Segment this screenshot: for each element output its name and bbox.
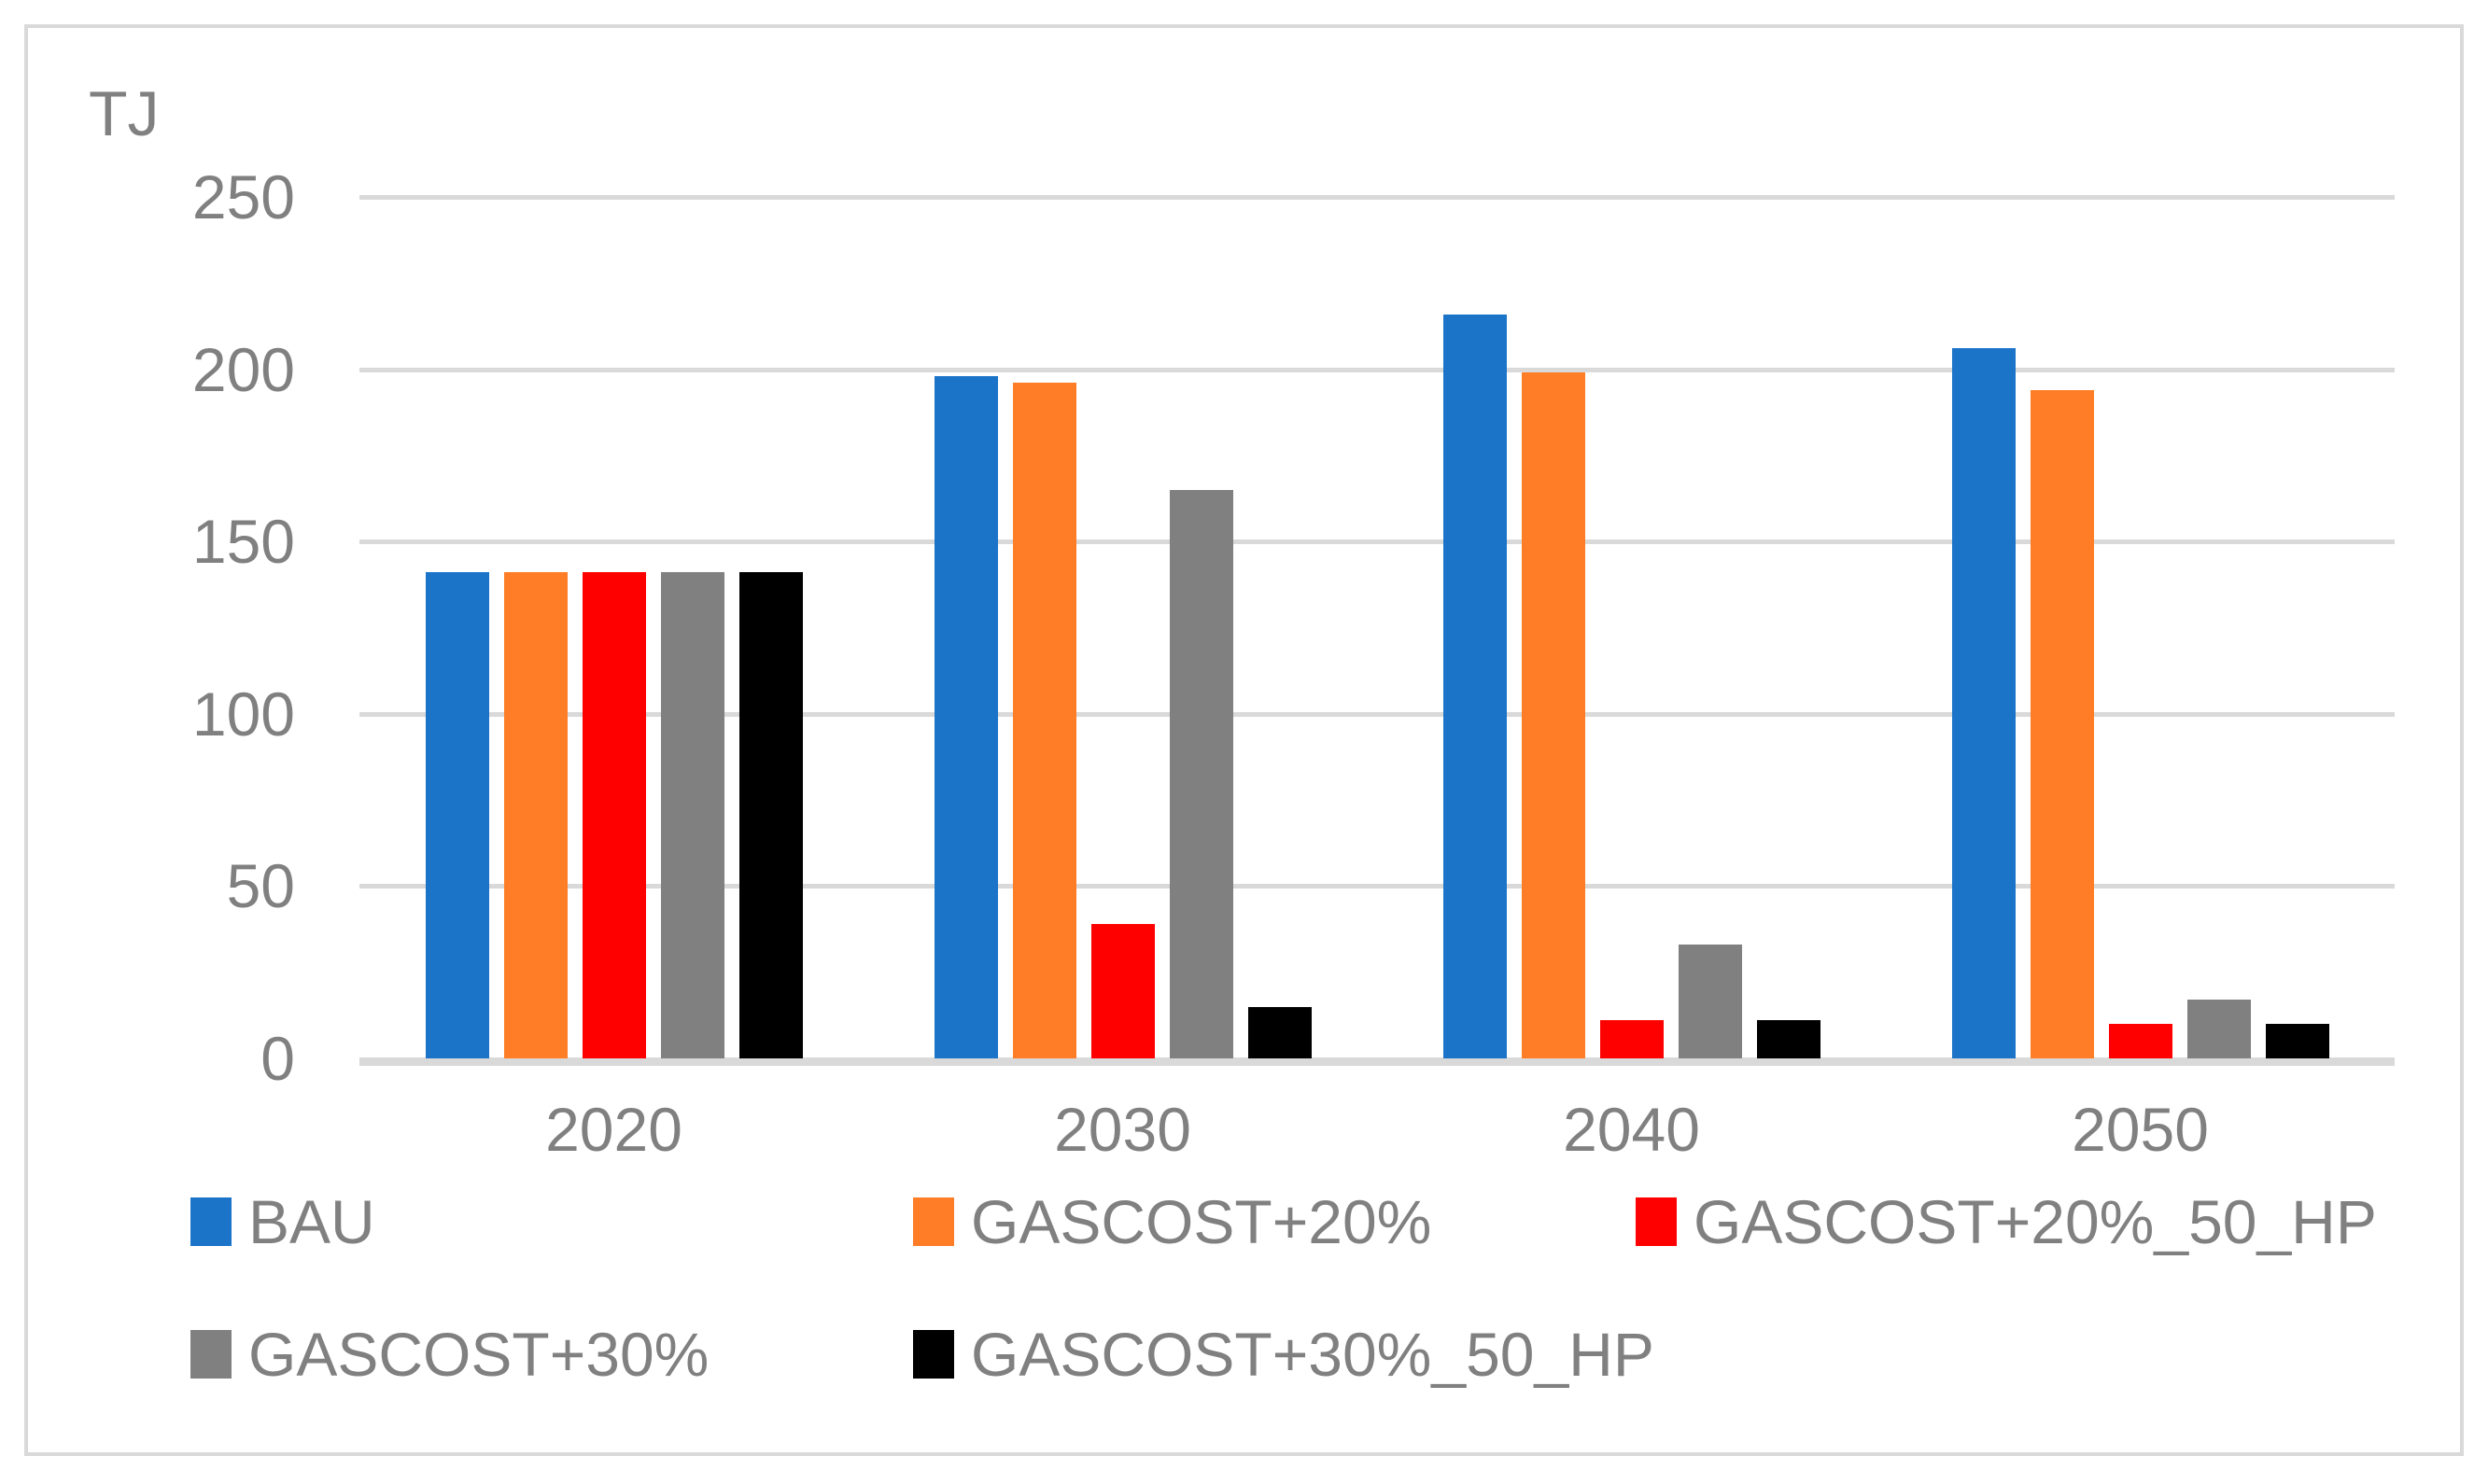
x-tick-label-2040: 2040 [1563,1095,1700,1164]
bar-GASCOST+30%_50_HP-2030 [1247,1006,1312,1058]
bar-GASCOST+20%-2040 [1521,372,1585,1058]
y-tick-label-250: 250 [191,162,295,231]
x-tick-label-2050: 2050 [2072,1095,2209,1164]
x-tick-label-2030: 2030 [1054,1095,1191,1164]
legend-label-GASCOST+20%: GASCOST+20% [971,1187,1432,1256]
legend-item-GASCOST+30%: GASCOST+30% [190,1323,709,1385]
y-tick-label-150: 150 [191,507,295,577]
legend-swatch-icon-GASCOST+20% [913,1197,954,1246]
bar-GASCOST+30%-2050 [2186,1000,2251,1058]
bar-BAU-2020 [425,572,489,1058]
gridline-50 [359,884,2395,889]
bar-GASCOST+20%_50_HP-2040 [1599,1020,1664,1058]
y-axis-unit-label: TJ [89,78,160,149]
y-tick-label-50: 50 [226,851,295,921]
legend-label-BAU: BAU [248,1187,375,1256]
legend-swatch-icon-BAU [190,1197,232,1246]
bar-GASCOST+20%_50_HP-2030 [1090,924,1155,1058]
bar-GASCOST+20%-2030 [1012,383,1076,1058]
bar-BAU-2030 [934,375,998,1058]
bar-GASCOST+30%_50_HP-2020 [738,572,803,1058]
legend-swatch-icon-GASCOST+30% [190,1330,232,1379]
legend-item-GASCOST+30%_50_HP: GASCOST+30%_50_HP [913,1323,1654,1385]
bar-BAU-2050 [1951,348,2016,1058]
bar-GASCOST+20%_50_HP-2050 [2108,1024,2172,1058]
y-tick-label-100: 100 [191,679,295,749]
bar-GASCOST+30%-2040 [1678,945,1742,1058]
bar-BAU-2040 [1442,314,1507,1058]
x-tick-label-2020: 2020 [545,1095,682,1164]
gridline-0 [359,1057,2395,1066]
bar-GASCOST+20%-2050 [2030,389,2094,1058]
y-tick-label-200: 200 [191,334,295,404]
legend-swatch-icon-GASCOST+20%_50_HP [1636,1197,1677,1246]
legend-item-BAU: BAU [190,1191,375,1253]
figure-border [24,24,2464,1456]
bar-GASCOST+20%-2020 [503,572,568,1058]
bar-GASCOST+30%_50_HP-2040 [1756,1020,1820,1058]
legend-label-GASCOST+30%: GASCOST+30% [248,1320,710,1389]
legend-item-GASCOST+20%: GASCOST+20% [913,1191,1431,1253]
gridline-200 [359,367,2395,372]
legend-label-GASCOST+20%_50_HP: GASCOST+20%_50_HP [1694,1187,2377,1256]
legend-swatch-icon-GASCOST+30%_50_HP [913,1330,954,1379]
bar-GASCOST+20%_50_HP-2020 [582,572,646,1058]
gridline-100 [359,711,2395,717]
bar-GASCOST+30%-2030 [1169,489,1233,1058]
y-tick-label-0: 0 [260,1024,295,1093]
legend-label-GASCOST+30%_50_HP: GASCOST+30%_50_HP [971,1320,1654,1389]
bar-GASCOST+30%-2020 [660,572,724,1058]
legend-item-GASCOST+20%_50_HP: GASCOST+20%_50_HP [1636,1191,2377,1253]
bar-GASCOST+30%_50_HP-2050 [2265,1024,2329,1058]
gridline-150 [359,539,2395,545]
gridline-250 [359,195,2395,200]
